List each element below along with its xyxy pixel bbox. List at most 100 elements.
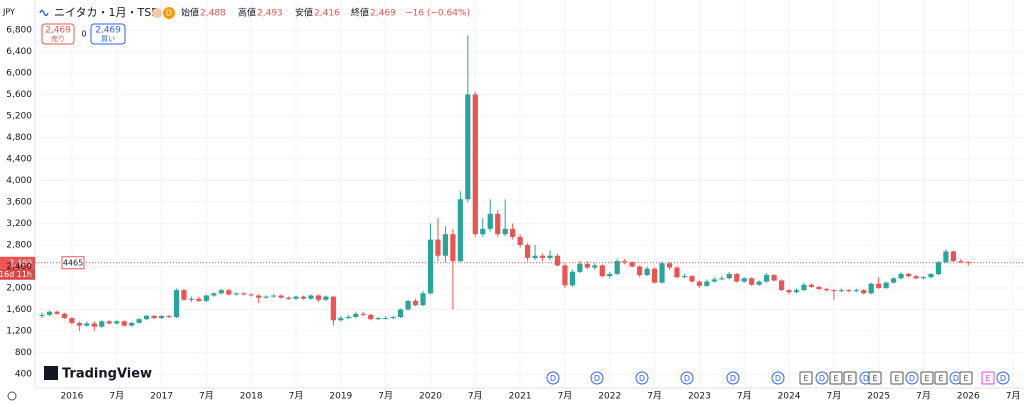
currency[interactable]: JPY (2, 8, 15, 17)
candle-body (793, 290, 800, 293)
event-dividend[interactable] (590, 371, 604, 385)
candle-body (719, 278, 725, 280)
candle-body (801, 284, 807, 291)
y-tick-label: 4,400 (6, 154, 32, 164)
candle-body (397, 309, 404, 318)
candle-body (726, 274, 732, 279)
candle-body (883, 282, 889, 288)
x-tick-label: 2019 (329, 392, 352, 402)
x-tick-label: 2023 (688, 392, 711, 402)
candle-body (816, 286, 822, 290)
candle-body (338, 318, 344, 321)
event-label: E (924, 374, 929, 383)
event-earnings[interactable] (981, 371, 995, 385)
buy-button[interactable] (90, 23, 126, 45)
event-dividend[interactable] (771, 371, 785, 385)
y-tick-label: 4,800 (6, 133, 32, 143)
event-label: E (872, 374, 877, 383)
candle-body (584, 263, 590, 268)
candle-body (151, 315, 157, 319)
candle-body (749, 278, 755, 285)
candle-body (539, 255, 546, 258)
candle-body (487, 213, 493, 229)
sell-button[interactable] (41, 23, 75, 45)
candle-body (846, 290, 852, 292)
candle-body (554, 255, 561, 266)
candle-body (308, 295, 314, 299)
event-dividend[interactable] (726, 371, 740, 385)
x-tick-label: 2021 (509, 392, 532, 402)
candle-body (166, 315, 172, 318)
ohlc-value: 2,488 (200, 9, 226, 19)
candle-body (666, 263, 673, 268)
event-label: D (953, 374, 959, 383)
event-earnings[interactable] (868, 371, 882, 385)
event-dividend[interactable] (905, 371, 919, 385)
candle-body (480, 228, 486, 235)
x-tick-label: 7月 (378, 391, 393, 402)
event-dividend[interactable] (635, 371, 649, 385)
event-label: D (909, 374, 915, 383)
badge-dot (152, 8, 162, 18)
y-tick-label: 400 (15, 370, 32, 380)
sell-label: 売り (51, 34, 65, 43)
event-label: E (963, 374, 968, 383)
candle-body (39, 314, 45, 316)
candle-body (263, 296, 269, 298)
logo-mark (44, 366, 58, 380)
candle-body (218, 290, 224, 294)
x-tick-label: 7月 (916, 391, 931, 402)
event-label: D (863, 374, 869, 383)
candle-body (91, 323, 97, 327)
candle-body (622, 261, 628, 263)
candle-body (674, 267, 680, 278)
x-tick-label: 2022 (598, 392, 621, 402)
event-earnings[interactable] (890, 371, 904, 385)
y-tick-label: 2,400 (6, 262, 32, 272)
candle-body (99, 321, 105, 327)
ohlc-value: −16 (−0.64%) (405, 9, 470, 19)
candle-body (233, 293, 239, 295)
candle-body (547, 255, 553, 258)
y-tick-label: 6,000 (6, 68, 32, 78)
candle-body (517, 236, 523, 245)
event-earnings[interactable] (934, 371, 948, 385)
event-label: E (894, 374, 899, 383)
candle-body (950, 251, 956, 262)
event-dividend[interactable] (680, 371, 694, 385)
candle-body (868, 283, 874, 294)
candle-body (778, 280, 785, 291)
candle-body (54, 311, 60, 314)
candle-body (181, 290, 187, 300)
event-dividend[interactable] (815, 371, 829, 385)
event-earnings[interactable] (920, 371, 934, 385)
x-tick-label: 7月 (1006, 391, 1021, 402)
symbol-title[interactable]: ニイタカ・1月・TSE (54, 6, 158, 19)
countdown-box (0, 268, 35, 280)
x-tick-label: 2020 (419, 392, 442, 402)
event-label: E (833, 374, 838, 383)
event-earnings[interactable] (843, 371, 857, 385)
candle-body (457, 199, 463, 262)
event-earnings[interactable] (829, 371, 843, 385)
candle-body (838, 290, 844, 292)
candle-body (144, 315, 150, 320)
candle-body (136, 319, 142, 323)
y-tick-label: 3,600 (6, 197, 32, 207)
settings-icon[interactable] (7, 391, 17, 401)
price-label-box (0, 256, 35, 269)
event-label: D (730, 374, 736, 383)
event-earnings[interactable] (799, 371, 813, 385)
x-tick-label: 2026 (957, 392, 980, 402)
candle-body (592, 265, 598, 268)
buy-price: 2,469 (95, 26, 121, 36)
event-earnings[interactable] (959, 371, 973, 385)
event-dividend[interactable] (996, 371, 1010, 385)
y-tick-label: 5,200 (6, 111, 32, 121)
candle-body (696, 281, 702, 286)
event-dividend[interactable] (546, 371, 560, 385)
sell-price: 2,469 (45, 26, 71, 36)
x-tick-label: 7月 (826, 391, 841, 402)
candle-body (734, 274, 740, 282)
candle-body (786, 290, 792, 293)
